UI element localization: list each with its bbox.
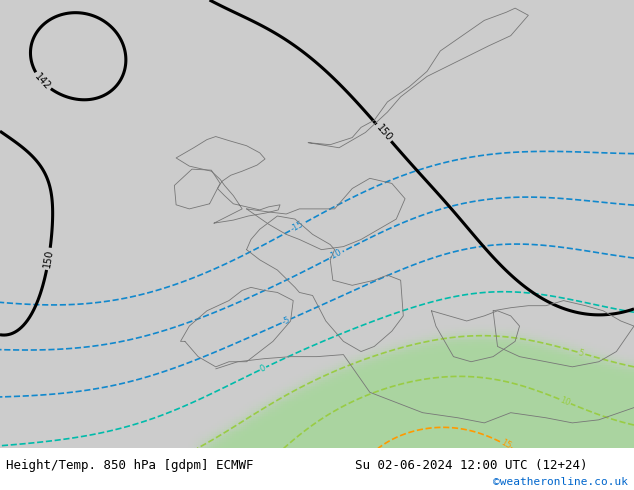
Text: Su 02-06-2024 12:00 UTC (12+24): Su 02-06-2024 12:00 UTC (12+24) [355, 459, 588, 471]
Text: -5: -5 [281, 315, 292, 327]
Text: -15: -15 [288, 220, 305, 234]
Text: 15: 15 [499, 438, 512, 451]
Text: 150: 150 [374, 122, 394, 143]
Text: -10: -10 [328, 248, 344, 262]
Text: 5: 5 [577, 348, 585, 358]
Text: 150: 150 [42, 249, 55, 269]
Text: Height/Temp. 850 hPa [gdpm] ECMWF: Height/Temp. 850 hPa [gdpm] ECMWF [6, 459, 254, 471]
Text: 0: 0 [259, 364, 268, 374]
Text: 142: 142 [32, 71, 53, 92]
Text: 10: 10 [559, 395, 572, 408]
Text: ©weatheronline.co.uk: ©weatheronline.co.uk [493, 477, 628, 487]
